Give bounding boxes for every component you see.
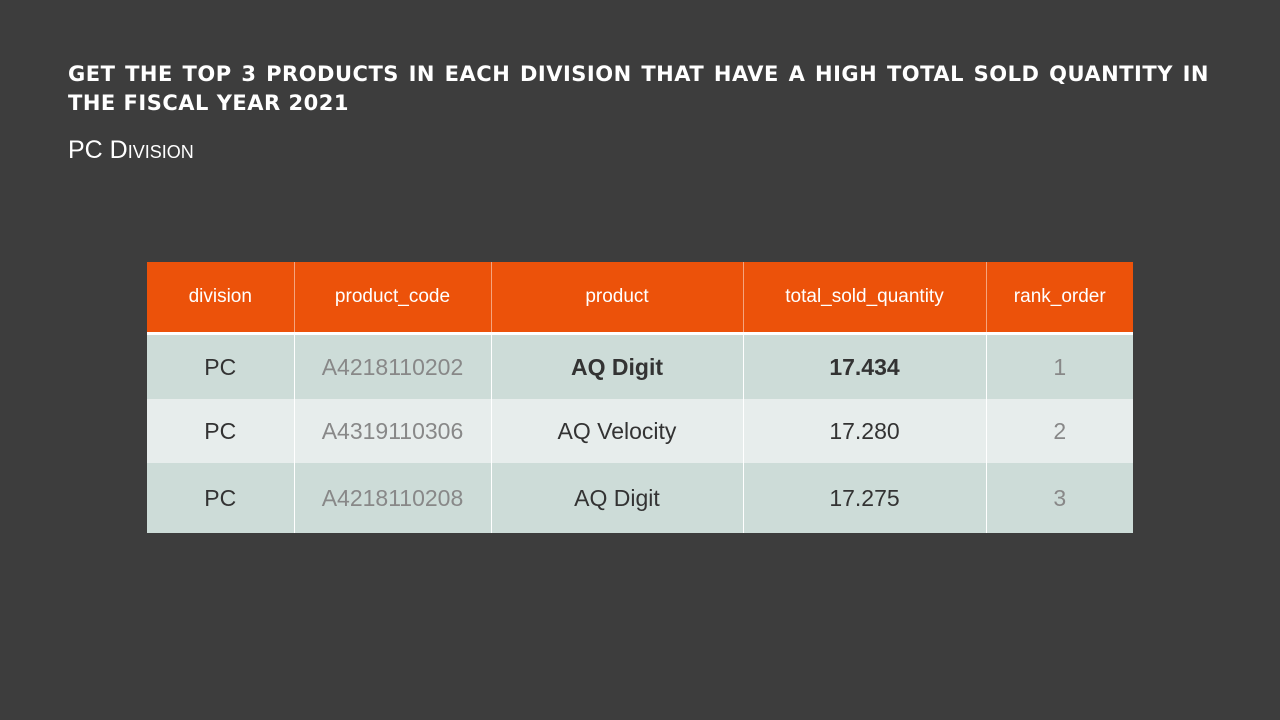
cell-rank-order: 2 [986, 399, 1133, 463]
table-row: PC A4319110306 AQ Velocity 17.280 2 [147, 399, 1133, 463]
table-row: PC A4218110208 AQ Digit 17.275 3 [147, 463, 1133, 533]
cell-product: AQ Digit [491, 333, 744, 399]
cell-total-sold-quantity: 17.275 [743, 463, 987, 533]
slide-title: Get the top 3 products in each division … [68, 62, 1209, 115]
cell-product: AQ Digit [491, 463, 744, 533]
cell-division: PC [147, 333, 295, 399]
results-table-container: division product_code product total_sold… [147, 262, 1133, 533]
cell-total-sold-quantity: 17.434 [743, 333, 987, 399]
cell-product-code: A4218110208 [294, 463, 492, 533]
cell-division: PC [147, 463, 295, 533]
column-header-division: division [147, 262, 295, 335]
table-row: PC A4218110202 AQ Digit 17.434 1 [147, 333, 1133, 399]
column-header-product: product [491, 262, 744, 335]
cell-product-code: A4218110202 [294, 333, 492, 399]
cell-product-code: A4319110306 [294, 399, 492, 463]
cell-rank-order: 3 [986, 463, 1133, 533]
slide-subtitle: PC Division [68, 136, 194, 164]
column-header-product-code: product_code [294, 262, 492, 335]
column-header-rank-order: rank_order [986, 262, 1133, 335]
cell-total-sold-quantity: 17.280 [743, 399, 987, 463]
results-table: division product_code product total_sold… [147, 262, 1133, 533]
cell-division: PC [147, 399, 295, 463]
cell-rank-order: 1 [986, 333, 1133, 399]
column-header-total-sold-quantity: total_sold_quantity [743, 262, 987, 335]
table-header-row: division product_code product total_sold… [147, 262, 1133, 335]
cell-product: AQ Velocity [491, 399, 744, 463]
